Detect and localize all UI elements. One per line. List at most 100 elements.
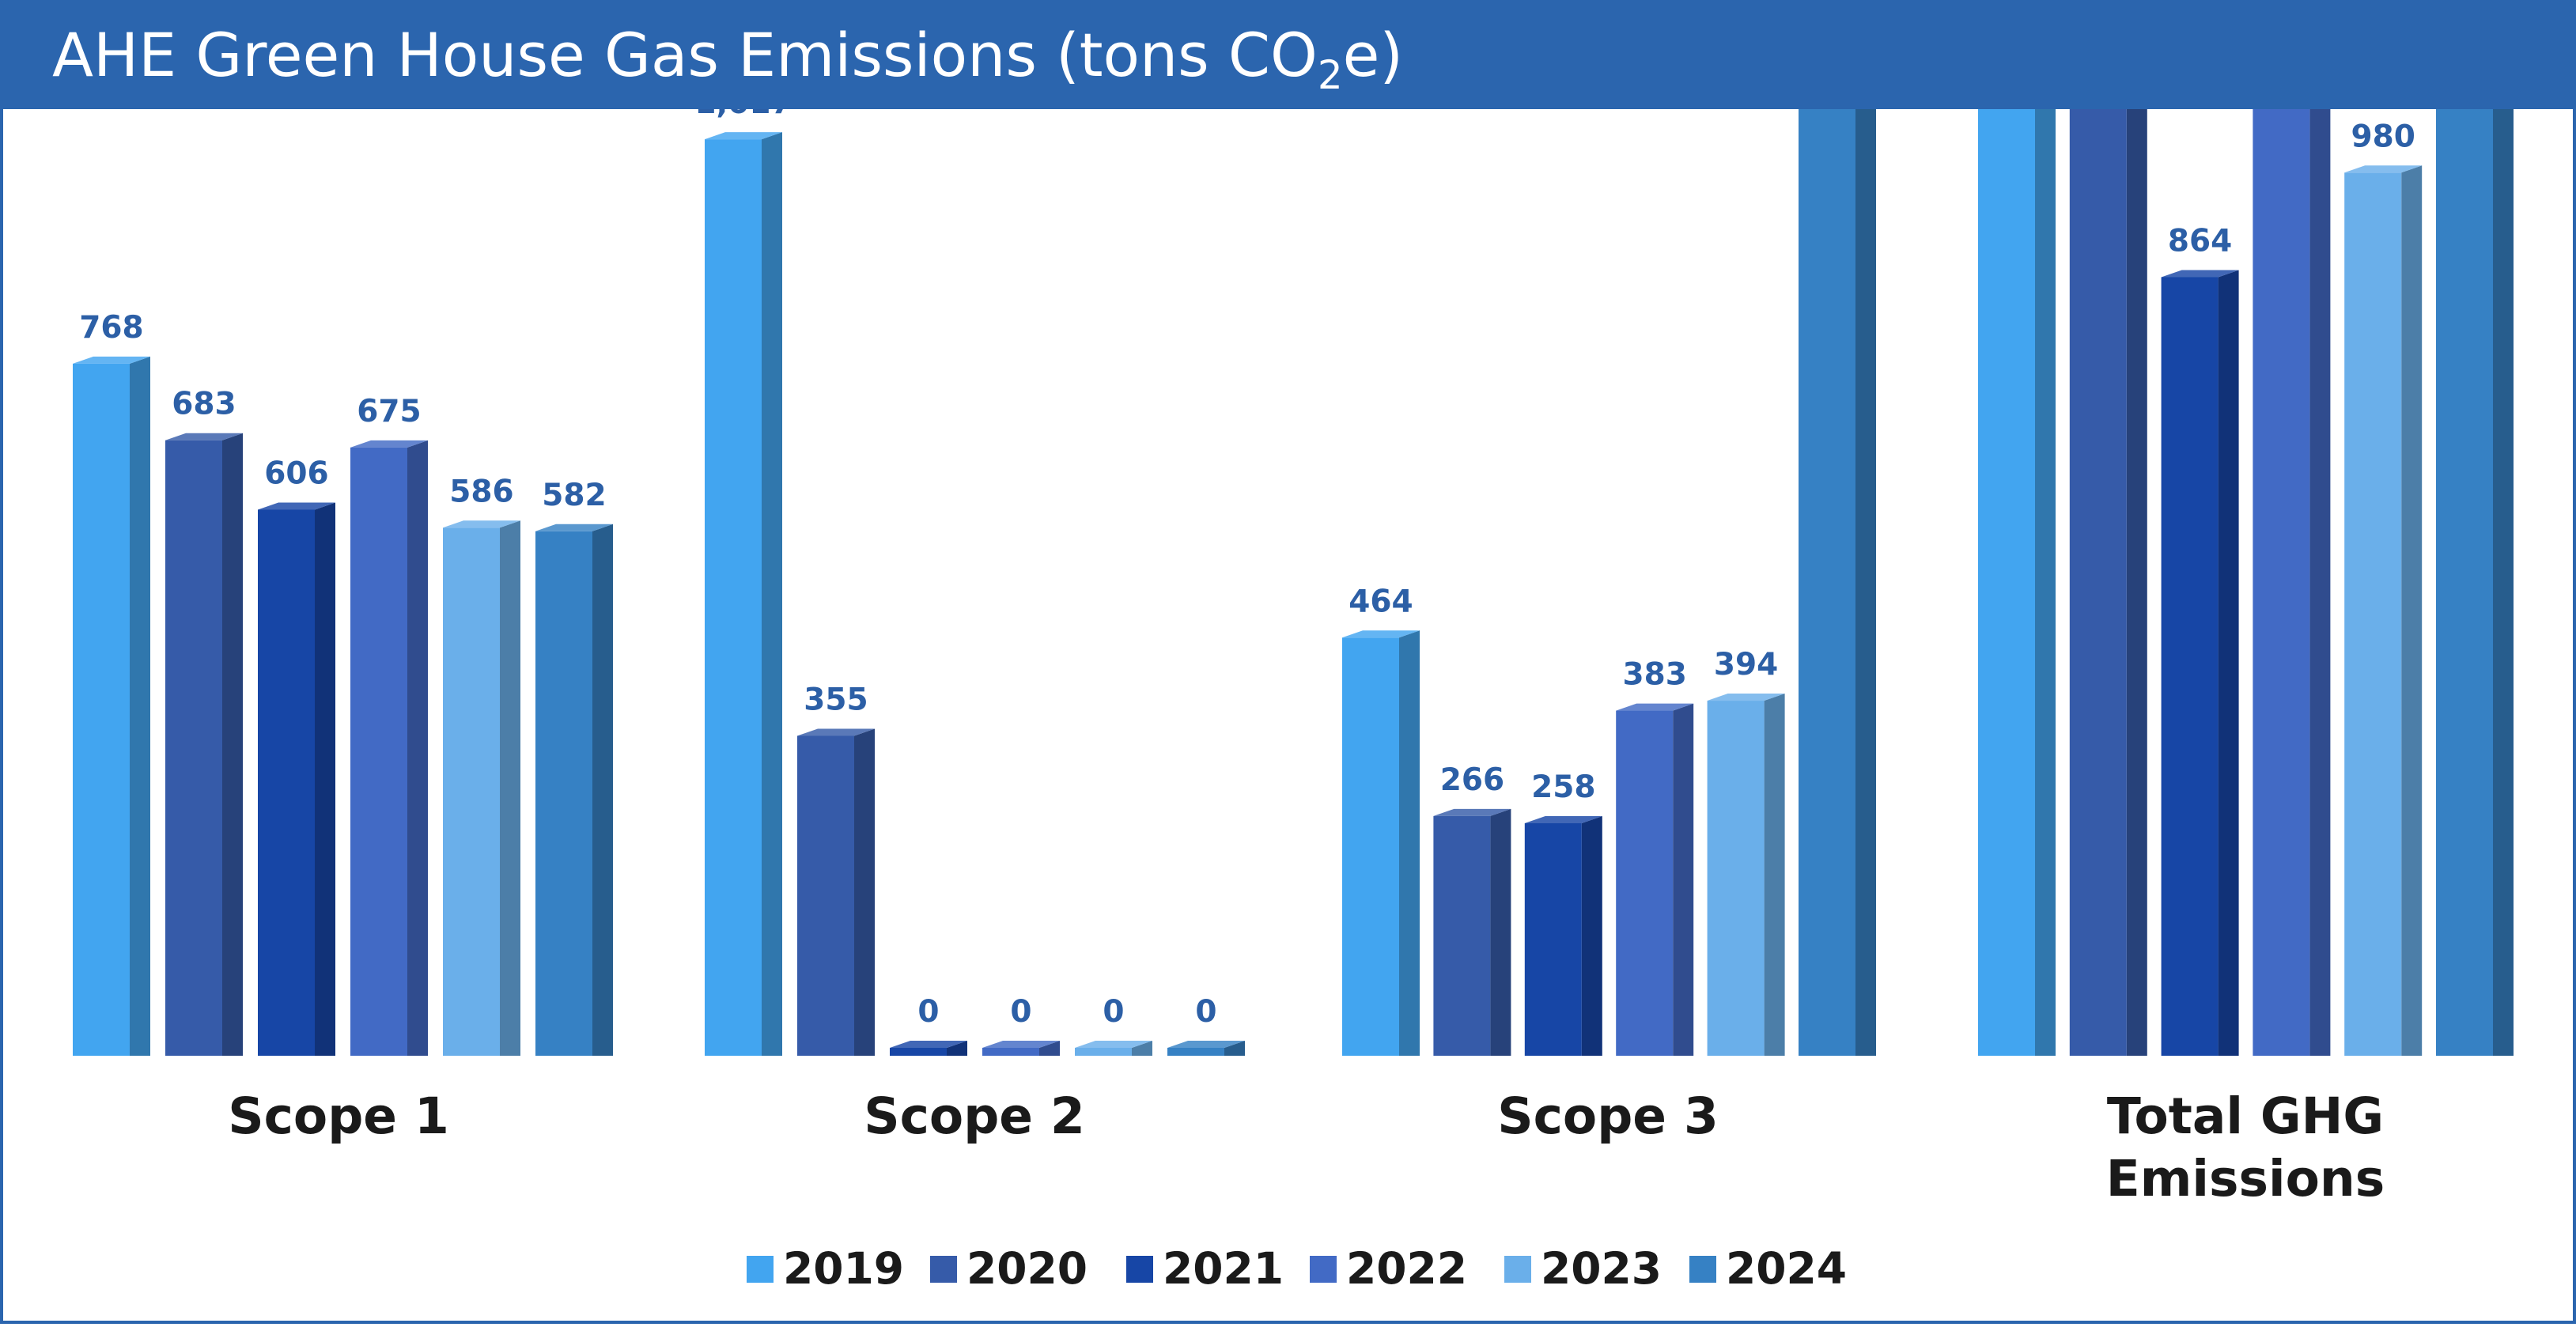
bar-2020-cat4	[2069, 109, 2127, 1056]
bar-side-2019-cat2	[762, 132, 782, 1056]
bar-side-2021-cat3	[1581, 816, 1602, 1056]
bar-top-2022-cat1	[350, 440, 428, 448]
value-label-2021-cat1: 606	[264, 456, 328, 491]
bar-top-2022-cat2	[982, 1041, 1060, 1048]
value-label-2024-cat1: 582	[542, 478, 606, 513]
bar-2021-cat3	[1524, 823, 1582, 1056]
bar-top-2023-cat2	[1075, 1041, 1152, 1048]
bar-side-2022-cat4	[2309, 109, 2331, 1056]
legend-swatch-2021	[1126, 1256, 1153, 1283]
bar-2023-cat3	[1707, 701, 1765, 1056]
bar-side-2021-cat2	[947, 1041, 967, 1056]
value-label-2022-cat1: 675	[357, 394, 421, 429]
chart-title-main: AHE Green House Gas Emissions (tons CO	[52, 20, 1318, 90]
category-label-4-line1: Total GHG	[2107, 1087, 2384, 1145]
bar-2019-cat3	[1342, 637, 1399, 1056]
value-label-2020-cat2: 355	[804, 682, 868, 717]
bar-side-2021-cat4	[2218, 270, 2239, 1056]
value-label-2023-cat3: 394	[1714, 647, 1778, 682]
bar-side-2022-cat1	[407, 440, 428, 1056]
bar-2024-cat4	[2436, 109, 2493, 1056]
bar-top-2021-cat1	[258, 502, 335, 510]
bar-2022-cat4	[2253, 109, 2310, 1057]
bar-top-2021-cat3	[1524, 816, 1602, 824]
bar-side-2020-cat1	[222, 433, 243, 1056]
value-label-2024-cat2: 0	[1195, 994, 1216, 1030]
bar-chart: 7681,0174642,2486833552661,3046060258864…	[73, 109, 2514, 1294]
value-label-2023-cat2: 0	[1103, 994, 1124, 1030]
legend-label-2019: 2019	[783, 1243, 904, 1294]
bar-2022-cat3	[1616, 710, 1674, 1056]
value-label-2023-cat4: 980	[2351, 119, 2415, 154]
bar-side-2023-cat1	[500, 520, 520, 1056]
bar-2020-cat2	[797, 735, 854, 1056]
bar-2021-cat2	[890, 1048, 947, 1056]
bar-2024-cat3	[1799, 109, 1855, 1056]
category-label-4-line2: Emissions	[2106, 1150, 2385, 1208]
bar-2023-cat2	[1075, 1048, 1132, 1056]
value-label-2023-cat1: 586	[449, 474, 513, 509]
legend-swatch-2023	[1504, 1256, 1531, 1283]
legend-swatch-2019	[747, 1256, 774, 1283]
bar-2021-cat4	[2161, 277, 2219, 1056]
value-label-2019-cat1: 768	[79, 310, 143, 346]
legend-swatch-2022	[1310, 1256, 1337, 1283]
category-label-2: Scope 2	[864, 1087, 1085, 1145]
bar-side-2020-cat4	[2126, 109, 2147, 1056]
bar-side-2024-cat1	[592, 524, 613, 1056]
value-label-2021-cat2: 0	[917, 994, 939, 1030]
legend-swatch-2024	[1689, 1256, 1716, 1283]
bar-side-2019-cat1	[130, 356, 150, 1056]
bar-2024-cat2	[1167, 1048, 1224, 1056]
bar-top-2023-cat4	[2344, 165, 2423, 173]
bar-top-2023-cat3	[1707, 694, 1785, 701]
bar-side-2021-cat1	[315, 502, 335, 1056]
bar-2023-cat4	[2344, 172, 2402, 1056]
bar-top-2021-cat4	[2161, 270, 2239, 278]
bar-side-2020-cat2	[854, 728, 875, 1056]
value-label-2022-cat3: 383	[1622, 657, 1686, 693]
value-label-2019-cat2: 1,017	[694, 109, 792, 121]
legend-swatch-2020	[930, 1256, 957, 1283]
value-label-2020-cat1: 683	[172, 387, 236, 422]
legend-label-2023: 2023	[1541, 1243, 1662, 1294]
chart-title-suffix: e)	[1342, 20, 1404, 90]
title-bar: AHE Green House Gas Emissions (tons CO2e…	[3, 3, 2576, 109]
chart-title: AHE Green House Gas Emissions (tons CO2e…	[52, 16, 1403, 95]
legend-label-2024: 2024	[1726, 1243, 1847, 1294]
bar-2021-cat1	[258, 509, 315, 1056]
bar-side-2022-cat3	[1673, 703, 1694, 1056]
category-label-1: Scope 1	[228, 1087, 449, 1145]
bar-side-2023-cat3	[1764, 694, 1785, 1056]
legend-label-2020: 2020	[966, 1243, 1088, 1294]
bar-top-2020-cat2	[797, 728, 875, 736]
value-label-2019-cat3: 464	[1349, 584, 1413, 619]
value-label-2022-cat2: 0	[1010, 994, 1031, 1030]
value-label-2020-cat3: 266	[1440, 762, 1504, 798]
bar-top-2019-cat1	[73, 356, 150, 364]
category-label-3: Scope 3	[1497, 1087, 1719, 1145]
bar-2020-cat1	[165, 440, 222, 1056]
bar-top-2024-cat1	[535, 524, 613, 531]
legend-label-2021: 2021	[1163, 1243, 1284, 1294]
bar-2022-cat2	[982, 1048, 1039, 1056]
bar-top-2020-cat3	[1433, 808, 1511, 816]
bar-2023-cat1	[443, 527, 500, 1056]
bar-top-2019-cat2	[705, 132, 782, 140]
bar-top-2019-cat3	[1342, 630, 1420, 638]
bar-side-2022-cat2	[1039, 1041, 1060, 1056]
bar-top-2021-cat2	[890, 1041, 967, 1048]
bar-2020-cat3	[1433, 815, 1491, 1056]
bar-top-2022-cat3	[1616, 703, 1694, 711]
bar-side-2023-cat4	[2401, 165, 2423, 1056]
bar-2019-cat1	[73, 363, 130, 1056]
bar-2019-cat4	[1978, 109, 2035, 1056]
legend-label-2022: 2022	[1346, 1243, 1467, 1294]
bar-top-2020-cat1	[165, 433, 243, 440]
bar-side-2024-cat4	[2493, 109, 2514, 1056]
value-label-2021-cat4: 864	[2168, 223, 2232, 259]
bar-top-2024-cat2	[1167, 1041, 1245, 1048]
bar-side-2024-cat2	[1224, 1041, 1245, 1056]
bar-2024-cat1	[535, 531, 592, 1056]
